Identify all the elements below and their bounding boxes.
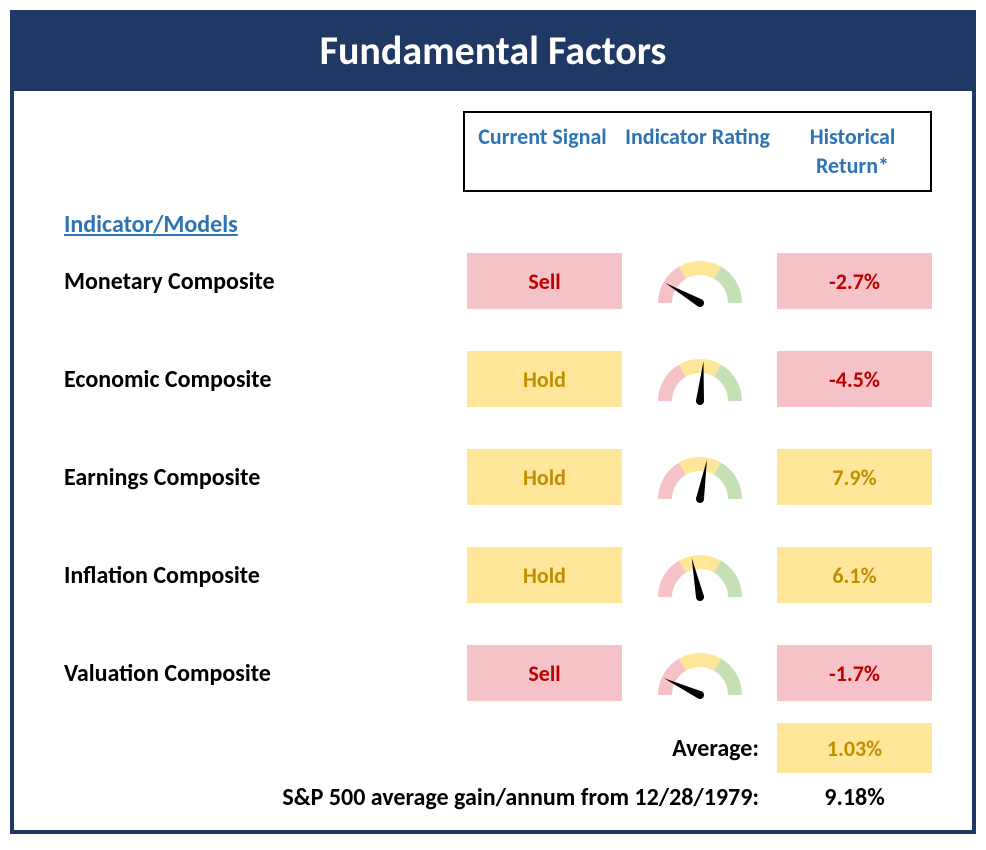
return-cell: -2.7% <box>777 253 932 309</box>
fundamental-factors-card: Fundamental Factors Current Signal Indic… <box>10 10 976 834</box>
gauge-icon <box>622 351 777 407</box>
return-cell: -1.7% <box>777 645 932 701</box>
signal-cell: Hold <box>467 351 622 407</box>
sp500-row: S&P 500 average gain/annum from 12/28/19… <box>64 783 932 812</box>
column-header-box: Current Signal Indicator Rating Historic… <box>463 111 932 192</box>
indicator-label: Valuation Composite <box>64 659 467 688</box>
indicator-row: Earnings CompositeHold 7.9% <box>64 449 932 505</box>
average-label: Average: <box>672 734 759 763</box>
signal-cell: Sell <box>467 645 622 701</box>
indicator-row: Monetary CompositeSell -2.7% <box>64 253 932 309</box>
section-label: Indicator/Models <box>64 210 932 239</box>
sp500-value: 9.18% <box>777 783 932 812</box>
signal-cell: Sell <box>467 253 622 309</box>
gauge-icon <box>622 449 777 505</box>
column-header-row: Current Signal Indicator Rating Historic… <box>64 111 932 192</box>
signal-cell: Hold <box>467 449 622 505</box>
sp500-label: S&P 500 average gain/annum from 12/28/19… <box>282 783 759 812</box>
card-content: Current Signal Indicator Rating Historic… <box>14 91 972 830</box>
indicator-label: Monetary Composite <box>64 267 467 296</box>
col-header-signal: Current Signal <box>465 113 620 190</box>
return-cell: 6.1% <box>777 547 932 603</box>
signal-cell: Hold <box>467 547 622 603</box>
indicator-rows: Monetary CompositeSell-2.7%Economic Comp… <box>64 253 932 701</box>
gauge-icon <box>622 645 777 701</box>
col-header-rating: Indicator Rating <box>620 113 775 190</box>
return-cell: -4.5% <box>777 351 932 407</box>
indicator-row: Economic CompositeHold -4.5% <box>64 351 932 407</box>
indicator-row: Inflation CompositeHold 6.1% <box>64 547 932 603</box>
footer: Average: 1.03% S&P 500 average gain/annu… <box>64 723 932 812</box>
col-header-return: Historical Return* <box>775 113 930 190</box>
indicator-label: Economic Composite <box>64 365 467 394</box>
indicator-row: Valuation CompositeSell -1.7% <box>64 645 932 701</box>
return-cell: 7.9% <box>777 449 932 505</box>
card-title: Fundamental Factors <box>14 14 972 91</box>
gauge-icon <box>622 547 777 603</box>
average-value: 1.03% <box>777 723 932 773</box>
indicator-label: Earnings Composite <box>64 463 467 492</box>
indicator-label: Inflation Composite <box>64 561 467 590</box>
average-row: Average: 1.03% <box>64 723 932 773</box>
gauge-icon <box>622 253 777 309</box>
